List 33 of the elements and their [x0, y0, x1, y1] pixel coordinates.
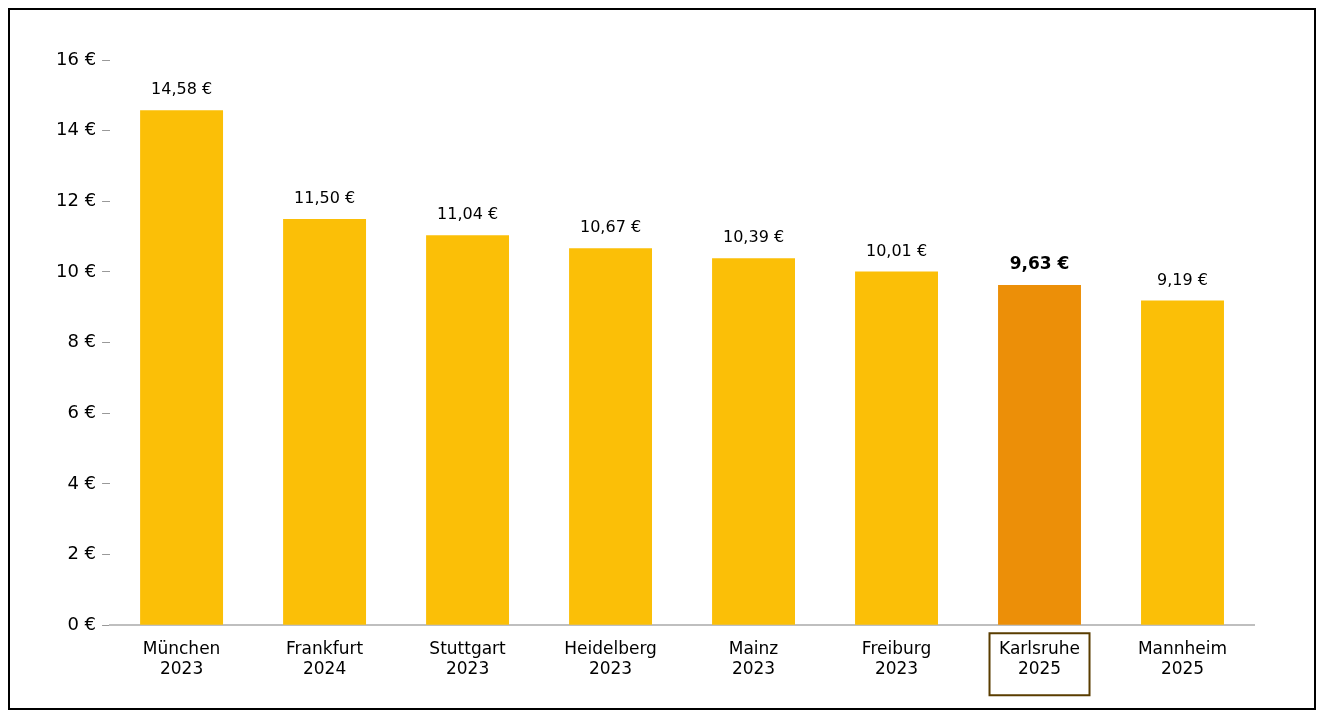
x-tick-label: Karlsruhe 2025	[999, 637, 1080, 679]
data-label: 10,01 €	[865, 240, 928, 260]
y-tick-label: 16 €	[56, 47, 97, 69]
bar	[426, 235, 510, 625]
data-label: 14,58 €	[151, 79, 213, 99]
data-label: 10,67 €	[580, 217, 642, 237]
x-tick-label: Mainz 2023	[728, 637, 779, 679]
data-label: 10,39 €	[723, 227, 785, 247]
x-tick-label: Heidelberg 2023	[564, 637, 657, 679]
y-tick-label: 2 €	[67, 542, 97, 564]
x-tick-label: Frankfurt 2024	[286, 637, 364, 679]
bar	[283, 218, 367, 625]
bar	[1141, 300, 1224, 625]
x-tick-label: München 2023	[142, 637, 221, 679]
bar	[569, 248, 653, 625]
y-tick-label: 14 €	[56, 118, 97, 140]
y-tick-label: 12 €	[56, 188, 97, 210]
y-tick-label: 10 €	[56, 259, 97, 281]
y-tick-label: 4 €	[67, 471, 97, 493]
bar	[855, 271, 938, 625]
data-label: 9,19 €	[1157, 269, 1208, 289]
bar	[140, 110, 224, 625]
y-tick-label: 6 €	[67, 400, 97, 422]
x-tick-label: Stuttgart 2023	[429, 637, 507, 679]
y-tick-label: 0 €	[67, 612, 97, 634]
data-label: 11,04 €	[437, 204, 499, 224]
x-tick-label: Freiburg 2023	[861, 637, 932, 679]
bar	[998, 285, 1081, 625]
y-tick-label: 8 €	[67, 330, 97, 352]
data-label: 11,50 €	[294, 188, 356, 208]
bar	[712, 258, 795, 625]
x-tick-label: Mannheim 2025	[1137, 637, 1228, 679]
data-label: 9,63 €	[1009, 252, 1070, 273]
